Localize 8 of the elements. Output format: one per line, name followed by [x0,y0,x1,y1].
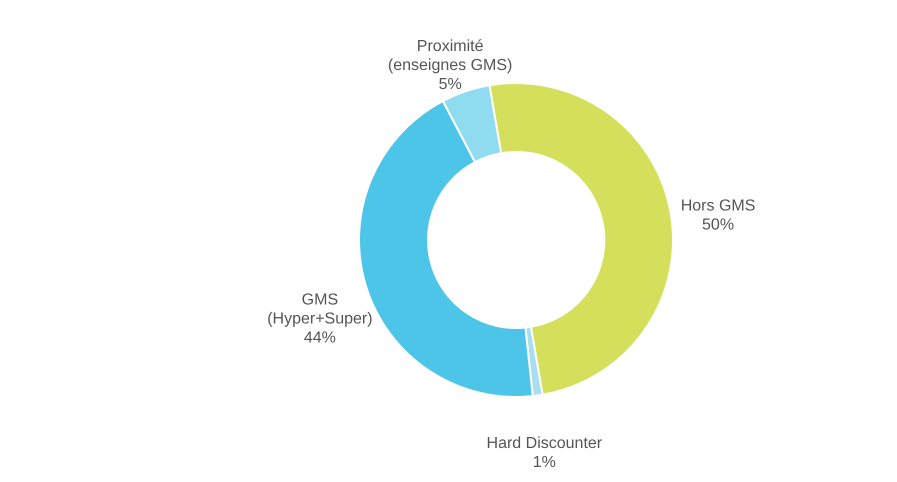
slice-label: Proximité (enseignes GMS) [388,38,512,74]
slice-label: Hors GMS [680,197,756,214]
slice-label: Hard Discounter [486,435,603,452]
data-label: 5% [438,76,462,93]
data-label: 44% [304,330,336,347]
data-label: 1% [532,454,556,472]
slice-label: GMS (Hyper+Super) [267,292,373,328]
data-label: 50% [702,216,734,234]
